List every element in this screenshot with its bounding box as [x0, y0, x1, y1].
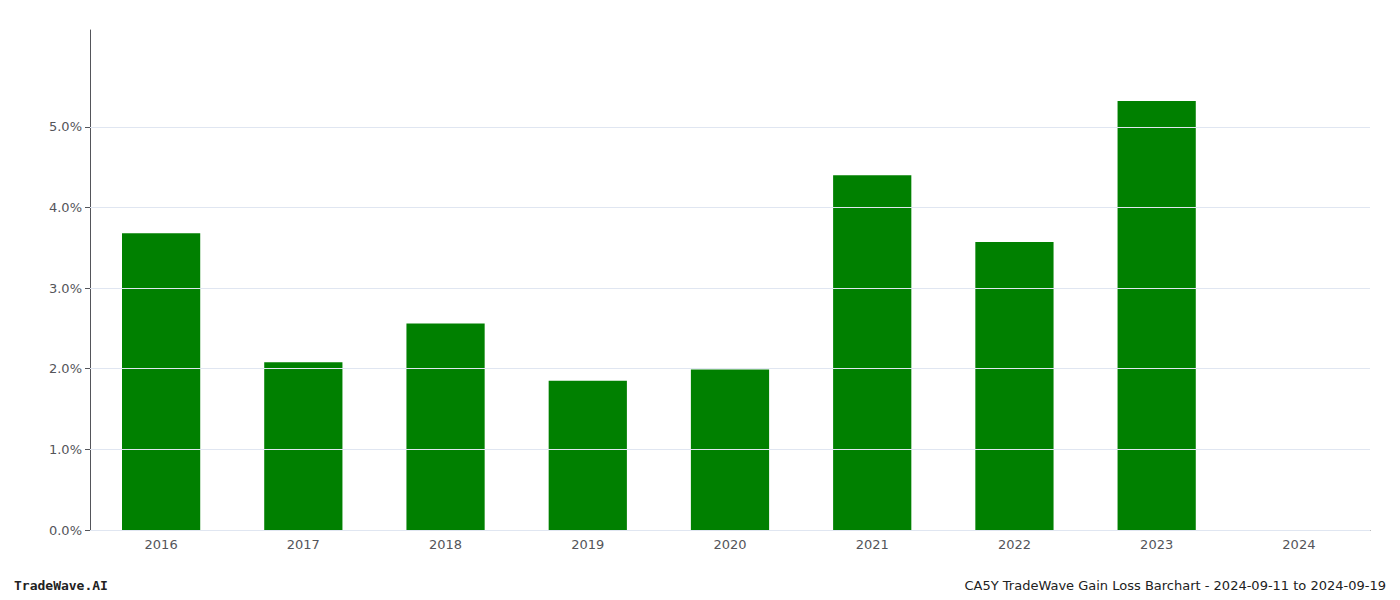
svg-text:4.0%: 4.0%: [49, 200, 82, 215]
svg-text:2020: 2020: [713, 537, 746, 552]
svg-text:TradeWave.AI: TradeWave.AI: [14, 578, 108, 593]
svg-text:2017: 2017: [287, 537, 320, 552]
svg-text:2018: 2018: [429, 537, 462, 552]
svg-text:CA5Y TradeWave Gain Loss Barch: CA5Y TradeWave Gain Loss Barchart - 2024…: [965, 578, 1387, 593]
svg-text:0.0%: 0.0%: [49, 523, 82, 538]
svg-text:2019: 2019: [571, 537, 604, 552]
svg-text:2021: 2021: [856, 537, 889, 552]
svg-text:2016: 2016: [145, 537, 178, 552]
svg-text:1.0%: 1.0%: [49, 442, 82, 457]
svg-text:5.0%: 5.0%: [49, 119, 82, 134]
svg-text:3.0%: 3.0%: [49, 281, 82, 296]
svg-text:2023: 2023: [1140, 537, 1173, 552]
svg-text:2024: 2024: [1282, 537, 1315, 552]
svg-text:2.0%: 2.0%: [49, 361, 82, 376]
svg-text:2022: 2022: [998, 537, 1031, 552]
